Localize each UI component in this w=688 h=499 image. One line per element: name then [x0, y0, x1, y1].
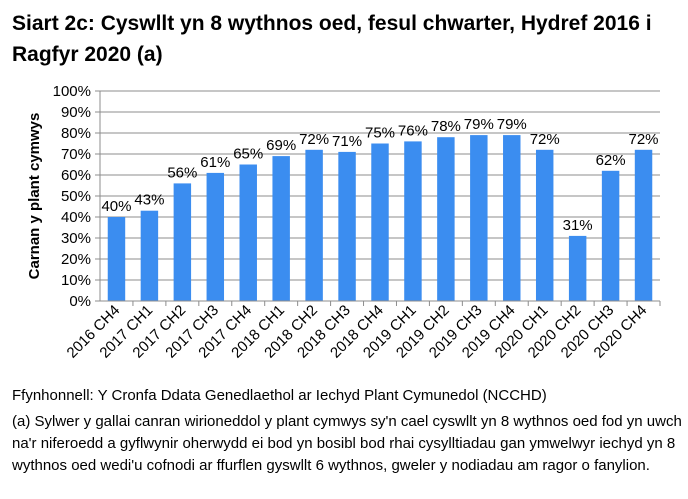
- data-label: 56%: [167, 164, 197, 181]
- y-tick-label: 10%: [61, 272, 91, 289]
- bar: [206, 172, 225, 301]
- y-tick-label: 90%: [61, 104, 91, 121]
- y-tick-label: 50%: [61, 188, 91, 205]
- bars: [107, 135, 653, 301]
- bar: [503, 135, 521, 301]
- gridlines: [100, 90, 660, 302]
- y-tick-label: 80%: [61, 125, 91, 142]
- y-tick-label: 70%: [61, 146, 91, 163]
- bar: [140, 210, 159, 301]
- bar: [173, 183, 192, 301]
- data-label: 43%: [134, 192, 164, 209]
- data-label: 75%: [365, 125, 395, 142]
- bar: [470, 135, 488, 301]
- y-tick-label: 0%: [69, 293, 91, 310]
- bar: [437, 137, 455, 301]
- y-axis-ticks: 0% 10% 20% 30% 40% 50% 60% 70% 80% 90% 100%: [53, 83, 100, 310]
- data-label: 61%: [200, 154, 230, 171]
- data-label: 79%: [497, 116, 527, 133]
- data-label: 76%: [398, 122, 428, 139]
- y-tick-label: 100%: [53, 83, 91, 100]
- bar: [404, 141, 422, 301]
- y-tick-label: 60%: [61, 167, 91, 184]
- bar: [272, 156, 290, 301]
- bar: [634, 149, 653, 301]
- bar: [338, 151, 356, 301]
- bar: [371, 143, 389, 301]
- bar: [568, 235, 587, 301]
- data-label: 69%: [266, 137, 296, 154]
- bar: [305, 149, 323, 301]
- footnote: (a) Sylwer y gallai canran wirioneddol y…: [12, 413, 682, 474]
- source-note: Ffynhonnell: Y Cronfa Ddata Genedlaethol…: [12, 387, 547, 404]
- data-label: 40%: [101, 198, 131, 215]
- data-label: 72%: [629, 131, 659, 148]
- y-axis-label: Carnan y plant cymwys: [26, 113, 43, 280]
- bar: [107, 217, 126, 301]
- bar-chart: 0%10%20%30%40%50%60%70%80%90%100% 40% 43%…: [26, 83, 661, 362]
- y-tick-label: 30%: [61, 230, 91, 247]
- bar: [601, 170, 620, 301]
- y-tick-label: 20%: [61, 251, 91, 268]
- data-label: 65%: [233, 146, 263, 163]
- chart-title: Siart 2c: Cyswllt yn 8 wythnos oed, fesu…: [12, 12, 652, 66]
- data-label: 31%: [563, 217, 593, 234]
- data-labels: 40% 43%56%61% 65% 69% 72% 71% 75% 76% 78% 79% 79%7…: [101, 116, 658, 234]
- data-label: 78%: [431, 118, 461, 135]
- data-label: 72%: [299, 131, 329, 148]
- data-label: 72%: [530, 131, 560, 148]
- data-label: 79%: [464, 116, 494, 133]
- bar: [239, 164, 257, 301]
- data-label: 71%: [332, 133, 362, 150]
- y-tick-label: 40%: [61, 209, 91, 226]
- data-label: 62%: [596, 152, 626, 169]
- bar: [535, 149, 554, 301]
